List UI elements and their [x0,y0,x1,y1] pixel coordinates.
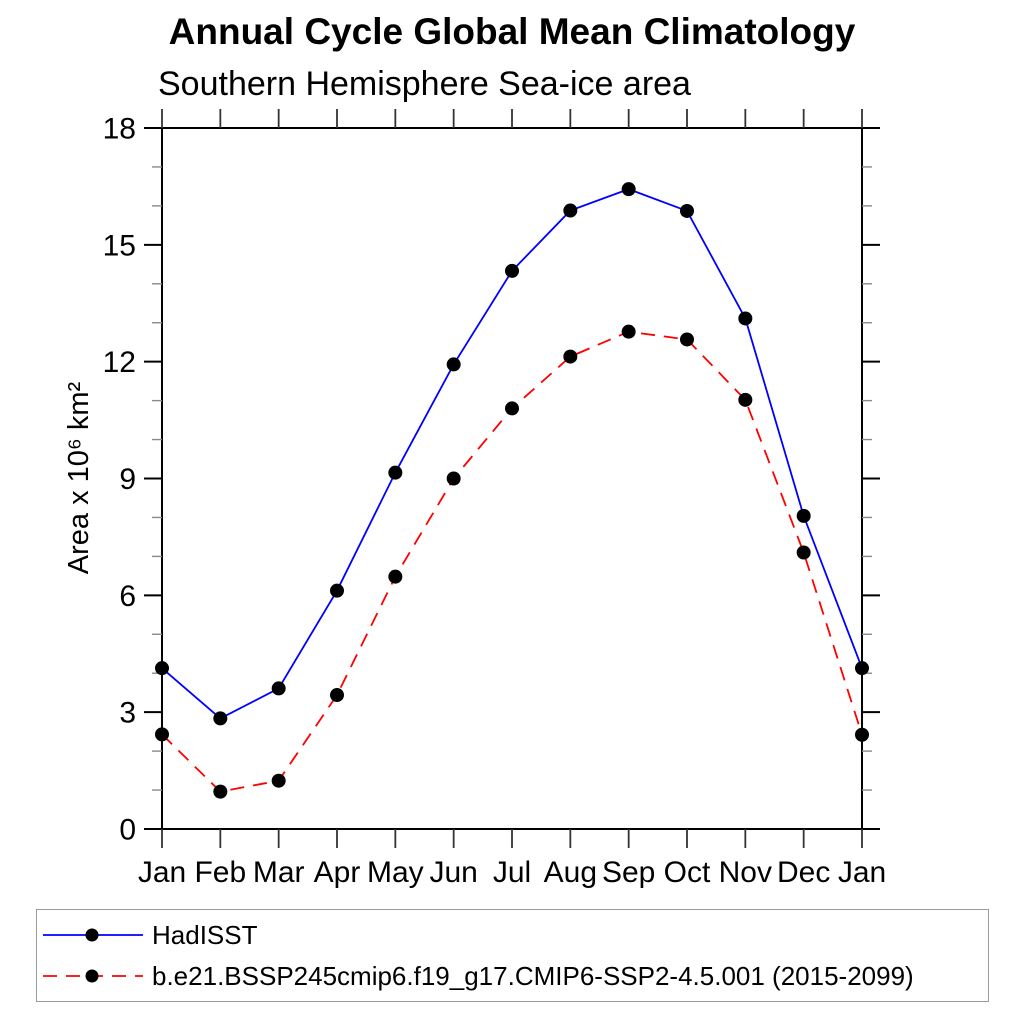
x-tick-label: Feb [194,856,246,889]
data-point-marker [330,688,344,703]
legend-entry-label: b.e21.BSSP245cmip6.f19_g17.CMIP6-SSP2-4.… [152,961,914,991]
x-tick-label: Jul [493,856,531,889]
legend-marker-dot [85,928,99,942]
x-tick-label: Dec [777,856,830,889]
data-point-marker [796,508,811,523]
x-tick-label: Jan [138,856,186,889]
y-tick-label: 0 [119,814,136,847]
data-point-marker [155,661,169,676]
x-tick-label: Jan [838,856,886,889]
y-tick-label: 12 [103,346,136,379]
data-point-marker [738,311,753,326]
y-tick-label: 18 [103,113,136,146]
series-line-model [161,330,863,793]
data-point-marker [446,471,461,486]
axis-frame [161,127,863,830]
legend: HadISST b.e21.BSSP245cmip6.f19_g17.CMIP6-… [36,909,989,1002]
data-point-marker [796,545,811,560]
legend-entry: HadISST [39,918,988,952]
x-tick-label: Sep [602,856,655,889]
data-point-marker [155,727,169,742]
y-tick-label: 3 [119,697,136,730]
legend-entry-label: HadISST [152,920,258,950]
legend-line-sample [43,928,143,942]
data-point-marker [271,681,286,696]
x-tick-label: Nov [719,856,772,889]
data-point-marker [680,332,694,347]
data-point-marker [855,661,869,676]
x-tick-label: Oct [664,856,711,889]
data-point-marker [271,773,286,788]
y-tick-label: 6 [119,580,136,613]
data-point-marker [388,465,403,480]
legend-line-sample [43,969,143,983]
data-point-marker [563,203,578,218]
chart-subtitle: Southern Hemisphere Sea-ice area [158,65,691,103]
data-point-marker [680,203,694,218]
y-tick-label: 9 [119,463,136,496]
data-point-marker [621,182,636,197]
data-point-marker [213,784,228,799]
data-point-marker [563,349,578,364]
data-point-marker [388,569,403,584]
legend-entry: b.e21.BSSP245cmip6.f19_g17.CMIP6-SSP2-4.… [39,959,988,993]
y-tick-label: 15 [103,229,136,262]
legend-marker-dot [85,969,99,983]
data-point-marker [621,324,636,339]
x-tick-label: Jun [429,856,477,889]
data-point-marker [330,583,344,598]
chart-title: Annual Cycle Global Mean Climatology [168,11,856,52]
x-tick-label: May [367,856,424,889]
data-point-marker [505,401,519,416]
data-point-marker [855,727,869,742]
x-tick-label: Aug [544,856,597,889]
data-point-marker [446,357,461,372]
data-point-marker [213,711,228,726]
x-tick-label: Mar [253,856,305,889]
data-point-marker [738,392,753,407]
y-axis-title: Area x 10⁶ km² [63,381,95,574]
x-tick-label: Apr [314,856,361,889]
data-point-marker [505,263,519,278]
